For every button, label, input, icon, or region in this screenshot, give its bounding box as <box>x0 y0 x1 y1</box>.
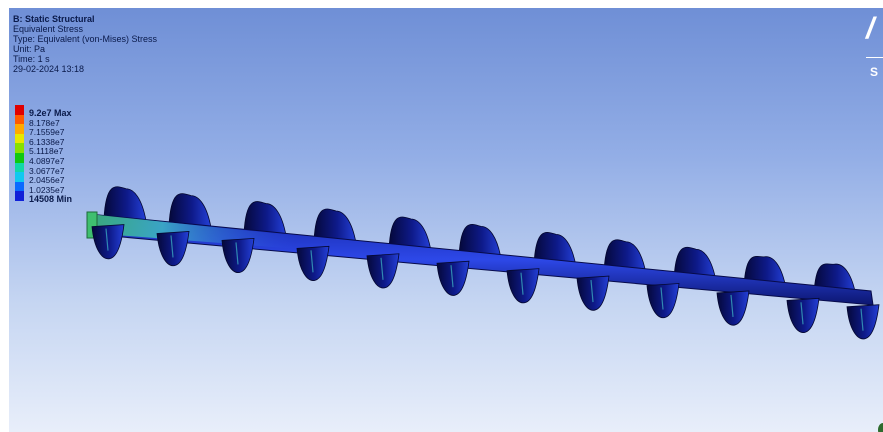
legend-value: 2.0456e7 <box>29 175 65 186</box>
flight-stress-streak <box>590 280 594 303</box>
flight-lower-lobe <box>156 231 190 266</box>
result-name: Equivalent Stress <box>13 24 84 34</box>
legend-entry: 7.1559e7 <box>15 124 95 138</box>
flight-lower-lobe <box>716 290 750 326</box>
flight-upper-lobe <box>388 216 432 252</box>
logo-divider <box>866 57 883 58</box>
flight-stress-streak <box>520 272 524 295</box>
legend-entry: 5.1118e7 <box>15 143 95 157</box>
flight-upper-lobe <box>313 208 357 244</box>
flight-stress-streak <box>860 308 864 331</box>
flight-stress-streak <box>450 265 454 288</box>
auger-model-view[interactable] <box>9 8 883 432</box>
legend-value: 6.1338e7 <box>29 136 65 147</box>
legend-swatch <box>15 162 24 173</box>
legend-swatch <box>15 181 24 192</box>
flight-lower-lobe <box>366 253 400 289</box>
graphics-viewport[interactable]: B: Static Structural Equivalent Stress T… <box>9 8 883 432</box>
flight-lower-lobe <box>576 275 610 311</box>
legend-value: 1.0235e7 <box>29 184 65 195</box>
legend-entry: 3.0677e7 <box>15 162 95 176</box>
logo-subtext: S <box>870 65 879 79</box>
flight-stress-streak <box>660 287 664 310</box>
flight-stress-streak <box>170 235 174 258</box>
analysis-title: B: Static Structural <box>13 14 95 24</box>
flight-stress-streak <box>235 242 239 265</box>
legend-entry: 2.0456e7 <box>15 172 95 186</box>
screw-flights-upper <box>103 186 857 297</box>
flight-stress-streak <box>310 250 314 273</box>
flight-upper-lobe <box>168 193 212 229</box>
legend-value: 8.178e7 <box>29 117 60 128</box>
flight-lower-lobe <box>646 283 680 319</box>
flight-lower-lobe <box>506 268 540 304</box>
flight-upper-lobe <box>533 232 577 267</box>
legend-entry: 9.2e7 Max <box>15 105 95 118</box>
legend-swatch <box>15 191 24 201</box>
flight-upper-lobe <box>103 186 147 222</box>
flight-stress-streak <box>105 228 109 251</box>
result-type: Type: Equivalent (von-Mises) Stress <box>13 34 158 44</box>
legend-swatch <box>15 105 24 115</box>
flight-stress-streak <box>380 257 384 280</box>
flight-upper-lobe <box>243 201 287 236</box>
legend-swatch <box>15 143 24 153</box>
legend-value: 9.2e7 Max <box>29 108 72 118</box>
screw-flights-lower <box>91 224 880 340</box>
legend-entry: 1.0235e7 <box>15 181 95 195</box>
legend-swatch <box>15 124 24 134</box>
result-unit: Unit: Pa <box>13 44 46 54</box>
shaft-end-cap <box>86 211 98 239</box>
flight-lower-lobe <box>91 224 125 260</box>
legend-entry: 8.178e7 <box>15 114 95 128</box>
legend-entry: 14508 Min <box>15 191 95 205</box>
flight-stress-streak <box>800 302 804 325</box>
flight-lower-lobe <box>846 304 880 340</box>
result-date: 29-02-2024 13:18 <box>13 64 85 74</box>
legend-swatch <box>15 133 24 144</box>
legend-entry: 6.1338e7 <box>15 133 95 147</box>
legend-swatch <box>15 172 24 182</box>
legend-swatch <box>15 114 24 125</box>
flight-upper-lobe <box>458 224 502 259</box>
legend-value: 4.0897e7 <box>29 155 65 166</box>
legend-value: 14508 Min <box>29 194 73 205</box>
ansys-logo-mark: / <box>866 12 875 45</box>
flight-lower-lobe <box>296 245 330 281</box>
result-info-panel: B: Static Structural Equivalent Stress T… <box>13 14 157 74</box>
flight-lower-lobe <box>786 297 820 333</box>
triad-marker <box>878 423 883 432</box>
legend-swatch <box>15 152 24 163</box>
flight-lower-lobe <box>221 237 255 273</box>
legend-entry: 4.0897e7 <box>15 152 95 166</box>
legend-value: 7.1559e7 <box>29 127 65 138</box>
legend-value: 5.1118e7 <box>29 146 64 157</box>
legend-value: 3.0677e7 <box>29 165 65 176</box>
flight-stress-streak <box>730 294 734 317</box>
stress-legend[interactable]: 9.2e7 Max 8.178e7 7.1559e7 6.1338e7 5.1118e7… <box>15 105 95 205</box>
result-time: Time: 1 s <box>13 54 50 64</box>
flight-lower-lobe <box>436 260 470 296</box>
